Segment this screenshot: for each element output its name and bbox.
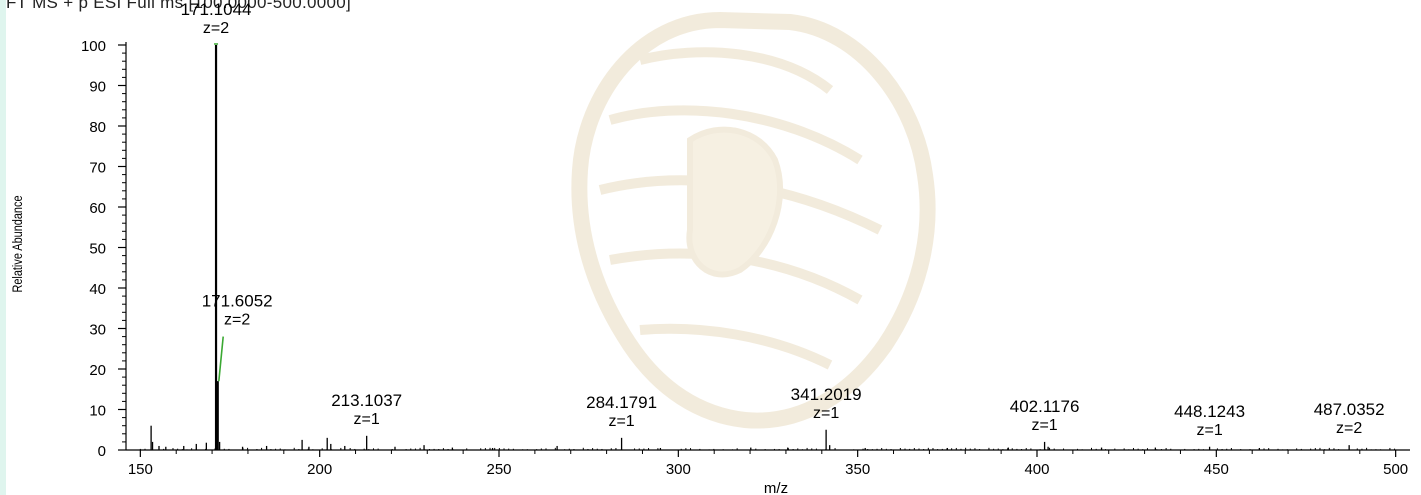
peak-mz-label: 341.2019 bbox=[791, 385, 862, 404]
peak-charge-label: z=1 bbox=[1196, 422, 1222, 439]
peak-charge-label: z=1 bbox=[1031, 417, 1057, 434]
axis-ticks: 0 10 20 30 40 50 60 70 80 90 100 150 200 250 300 350 400… bbox=[81, 38, 1408, 478]
x-tick-label: 250 bbox=[486, 461, 511, 478]
scan-header: FT MS + p ESI Full ms [100.0000-500.0000… bbox=[6, 0, 352, 12]
x-tick-label: 150 bbox=[128, 461, 153, 478]
left-edge-strip bbox=[0, 0, 6, 495]
isotope-marker bbox=[218, 336, 224, 382]
y-tick-label: 70 bbox=[89, 160, 106, 177]
peak-charge-label: z=2 bbox=[224, 312, 250, 329]
lion-head-watermark-icon bbox=[571, 11, 936, 429]
x-tick-label: 450 bbox=[1204, 461, 1229, 478]
y-tick-label: 10 bbox=[89, 403, 106, 420]
y-tick-label: 30 bbox=[89, 322, 106, 339]
peak-mz-label: 448.1243 bbox=[1174, 402, 1245, 421]
x-tick-label: 200 bbox=[307, 461, 332, 478]
x-tick-label: 400 bbox=[1024, 461, 1049, 478]
spectrum-peaks bbox=[139, 43, 1396, 450]
peak-mz-label: 171.1044 bbox=[181, 0, 252, 19]
x-tick-label: 350 bbox=[845, 461, 870, 478]
peak-charge-label: z=1 bbox=[354, 411, 380, 428]
peak-charge-label: z=2 bbox=[203, 20, 229, 37]
y-tick-label: 100 bbox=[81, 38, 106, 55]
y-tick-label: 80 bbox=[89, 119, 106, 136]
x-tick-label: 300 bbox=[666, 461, 691, 478]
y-tick-label: 90 bbox=[89, 79, 106, 96]
peak-mz-label: 402.1176 bbox=[1010, 397, 1080, 416]
x-tick-label: 500 bbox=[1383, 461, 1408, 478]
plot-axes bbox=[125, 42, 1410, 451]
peak-charge-label: z=1 bbox=[608, 413, 634, 430]
peak-mz-label: 213.1037 bbox=[331, 391, 402, 410]
peak-charge-label: z=2 bbox=[1336, 420, 1362, 437]
peak-charge-label: z=1 bbox=[813, 405, 839, 422]
peak-labels: 171.1044z=2171.6052z=2213.1037z=1284.179… bbox=[181, 0, 1385, 439]
y-axis-label: Relative Abundance bbox=[10, 195, 26, 292]
peak-mz-label: 284.1791 bbox=[586, 393, 657, 412]
y-tick-label: 60 bbox=[89, 200, 106, 217]
peak-mz-label: 487.0352 bbox=[1314, 400, 1385, 419]
y-tick-label: 40 bbox=[89, 281, 106, 298]
x-axis-label: m/z bbox=[764, 480, 788, 495]
peak-mz-label: 171.6052 bbox=[202, 292, 273, 311]
y-tick-label: 50 bbox=[89, 241, 106, 258]
y-tick-label: 0 bbox=[98, 443, 106, 460]
y-tick-label: 20 bbox=[89, 362, 106, 379]
